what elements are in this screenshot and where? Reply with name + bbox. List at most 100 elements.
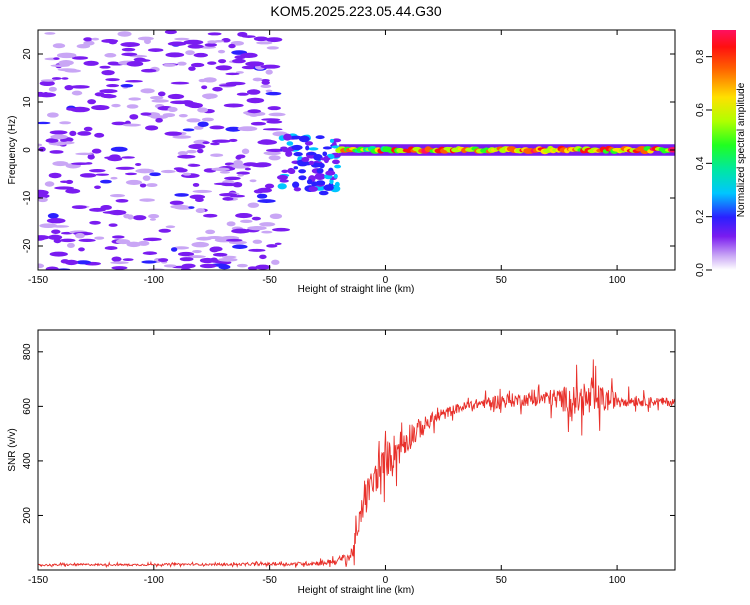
noise-blob [51,229,61,234]
noise-blob [111,266,128,270]
noise-blob [163,264,177,268]
noise-blob [195,197,204,202]
noise-blob [59,121,72,125]
noise-blob [219,170,231,174]
noise-blob [151,99,169,103]
noise-blob [44,181,55,187]
noise-blob [38,121,51,125]
noise-blob [135,168,155,174]
transition-blob [286,141,294,146]
noise-blob [111,235,125,239]
noise-blob [259,222,276,227]
noise-blob [197,148,204,154]
snr-y-ticks: 200 400 600 800 [22,343,675,524]
noise-blob [124,172,137,176]
noise-blob [186,149,197,154]
noise-blob [172,135,192,139]
noise-blob [134,59,151,62]
noise-blob [126,241,142,248]
noise-blob [46,218,66,224]
noise-blob [253,189,264,194]
transition-blob [304,141,314,146]
noise-blob [207,32,222,36]
noise-blob [75,152,94,156]
noise-blob [45,138,59,143]
noise-blob [76,43,91,49]
noise-blob [162,63,177,67]
noise-blob [99,89,118,94]
y-tick-label: -20 [22,238,33,253]
noise-blob [264,183,275,189]
noise-blob [257,199,276,203]
noise-blob [102,211,123,214]
x-tick-label: -150 [28,575,48,586]
noise-blob [228,43,236,49]
noise-blob [268,112,286,117]
noise-blob [144,38,151,45]
noise-blob [265,37,283,43]
noise-blob [164,30,177,35]
noise-blob [53,238,62,244]
noise-blob [188,206,195,209]
x-tick-label: 100 [609,575,626,586]
noise-blob [268,155,281,161]
noise-blob [244,167,251,171]
x-tick-label: 100 [609,275,626,286]
transition-blob [308,147,319,151]
noise-blob [260,139,272,142]
colorbar-label: Normalized spectral amplitude [736,82,747,217]
noise-blob [146,183,158,188]
noise-blob [192,249,202,254]
transition-blob [292,181,300,189]
noise-blob [188,66,196,71]
noise-blob [253,36,269,42]
colorbar-ticks: 0.0 0.2 0.4 0.6 0.8 [695,49,712,277]
noise-blob [232,58,246,64]
noise-blob [224,176,241,181]
noise-blob [120,83,134,88]
noise-blob [204,43,218,47]
noise-blob [205,229,216,235]
noise-blob [247,202,260,208]
noise-blob [111,256,122,262]
transition-blob [332,159,340,165]
noise-blob [248,248,266,252]
noise-blob [265,69,273,75]
noise-blob [212,86,223,92]
noise-blob [170,100,190,105]
noise-blob [256,41,273,45]
noise-blob [223,103,244,108]
transition-blob [329,138,334,143]
noise-blob [38,235,46,241]
snr-x-ticks: -150 -100 -50 0 50 100 [28,330,626,586]
noise-blob [52,43,66,49]
noise-blob [38,91,45,97]
transition-blob [293,187,302,192]
noise-blob [236,263,248,268]
y-tick-label: -10 [22,190,33,205]
noise-blob [263,151,281,156]
noise-blob [272,131,288,137]
transition-blob [298,175,307,181]
noise-blob [115,166,135,170]
noise-blob [84,162,93,165]
noise-blob [261,230,273,234]
noise-blob [261,80,270,85]
noise-blob [192,189,213,194]
noise-blob [167,106,178,113]
transition-blob [293,151,303,157]
transition-blob [334,181,340,187]
noise-blob [266,46,279,50]
transition-blob [320,157,331,161]
noise-blob [79,173,97,178]
noise-blob [241,35,256,38]
transition-blob [318,190,329,196]
spectrogram-x-ticks: -150 -100 -50 0 50 100 [28,30,626,286]
snr-x-label: Height of straight line (km) [298,585,415,596]
noise-blob [247,266,258,270]
noise-blob [158,258,169,263]
transition-blob [276,174,289,181]
noise-blob [246,89,261,95]
noise-blob [71,90,83,96]
